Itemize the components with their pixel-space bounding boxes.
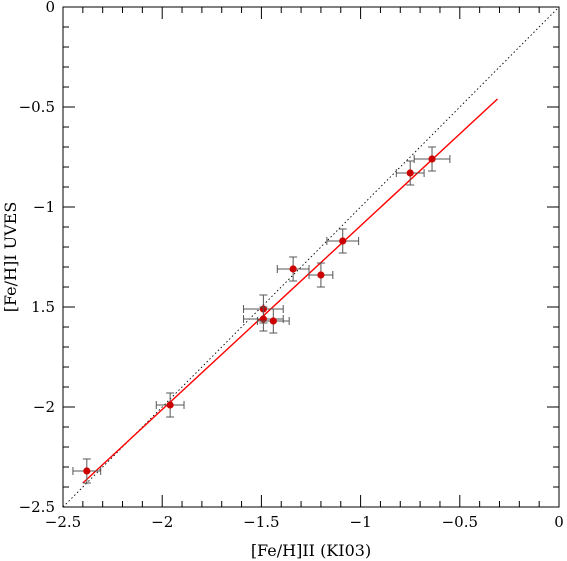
x-tick-label: −2: [151, 513, 173, 531]
data-point: [269, 317, 277, 325]
y-tick-label: 0: [45, 0, 55, 16]
data-point-group: [326, 228, 360, 254]
x-tick-labels: −2.5 −2 −1.5 −1 −0.5 0: [45, 513, 564, 531]
x-axis-label: [Fe/H]II (KI03): [251, 541, 371, 560]
data-point-group: [155, 392, 185, 418]
data-point-group: [413, 146, 451, 172]
axis-ticks: [62, 6, 560, 508]
data-point: [317, 271, 325, 279]
data-point-group: [243, 306, 284, 332]
data-point-group: [308, 262, 334, 288]
data-point: [339, 237, 347, 245]
data-point: [83, 467, 91, 475]
data-point: [259, 315, 267, 323]
data-point: [289, 265, 297, 273]
y-axis-label: [Fe/H]I UVES: [1, 202, 20, 313]
y-tick-label: −2: [33, 398, 55, 416]
x-tick-label: −0.5: [442, 513, 478, 531]
data-point-group: [256, 308, 290, 334]
fit-line: [82, 98, 498, 484]
data-point: [166, 401, 174, 409]
x-tick-label: 0: [554, 513, 564, 531]
plot-frame: [62, 6, 560, 508]
data-point-group: [72, 458, 102, 484]
x-tick-label: −1: [350, 513, 372, 531]
data-point-group: [395, 160, 425, 186]
data-point: [406, 169, 414, 177]
chart-lines: [62, 6, 560, 508]
y-tick-labels: −2.5 −2 1.5 −1 −0.5 0: [19, 0, 55, 516]
y-tick-label: −2.5: [19, 498, 55, 516]
x-tick-label: −1.5: [243, 513, 279, 531]
data-point: [428, 155, 436, 163]
y-tick-label: −0.5: [19, 98, 55, 116]
x-tick-label: −2.5: [45, 513, 81, 531]
y-tick-label: 1.5: [31, 298, 55, 316]
data-points: [72, 146, 451, 484]
identity-line: [62, 6, 560, 508]
y-tick-label: −1: [33, 198, 55, 216]
